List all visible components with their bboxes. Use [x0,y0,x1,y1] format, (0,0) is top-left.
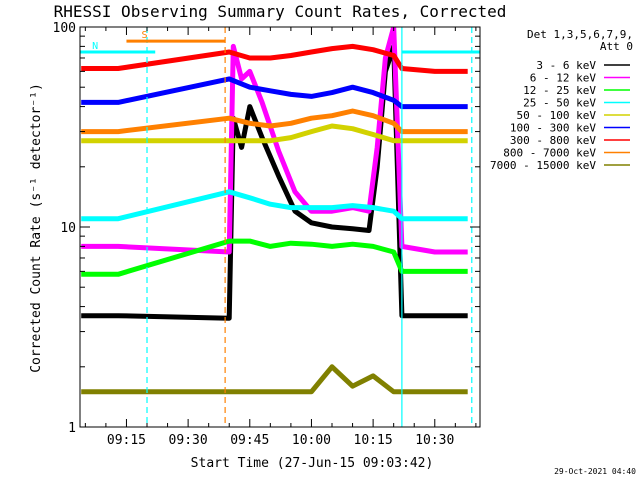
y-tick-label-1: 10 [60,221,76,236]
series-line-4 [81,123,468,144]
x-tick-label-0: 09:15 [107,433,146,448]
series-line-8 [81,364,468,395]
legend-label-1: 6 - 12 keV [530,72,597,85]
marker-label-0: S [141,30,147,41]
x-tick-label-4: 10:15 [354,433,393,448]
series-line-5 [81,76,468,110]
x-tick-label-2: 09:45 [230,433,269,448]
chart-title: RHESSI Observing Summary Count Rates, Co… [54,2,507,21]
x-tick-label-1: 09:30 [169,433,208,448]
footer-date: 29-Oct-2021 04:40 [554,467,636,476]
legend-header-2: Att 0 [600,40,633,53]
marker-layer: SN [80,27,480,427]
axis-layer: 09:15 09:30 09:45 10:00 10:15 10:30 1 10 100 [53,21,481,448]
series-line-0 [81,43,468,321]
legend-header-1: Det 1,3,5,6,7,9, [527,28,633,41]
series-line-2 [81,238,468,277]
series-line-6 [81,43,468,74]
y-axis-label: Corrected Count Rate (s⁻¹ detector⁻¹) [29,83,44,373]
series-line-7 [81,108,468,135]
series-layer [81,27,468,395]
marker-label-1: N [92,41,98,52]
y-tick-label-2: 100 [53,21,76,36]
series-line-1 [81,27,468,255]
x-tick-label-3: 10:00 [292,433,331,448]
legend-label-7: 800 - 7000 keV [503,147,596,160]
x-tick-label-5: 10:30 [415,433,454,448]
legend-label-5: 100 - 300 keV [510,122,596,135]
plot-frame [79,26,481,428]
y-tick-label-0: 1 [68,421,76,436]
series-line-3 [81,189,468,222]
legend-label-2: 12 - 25 keV [523,84,596,97]
legend-label-0: 3 - 6 keV [536,59,596,72]
legend-label-3: 25 - 50 keV [523,97,596,110]
x-axis-label: Start Time (27-Jun-15 09:03:42) [191,456,434,471]
legend-label-6: 300 - 800 keV [510,134,596,147]
legend-label-8: 7000 - 15000 keV [490,159,596,172]
legend-label-4: 50 - 100 keV [517,109,597,122]
